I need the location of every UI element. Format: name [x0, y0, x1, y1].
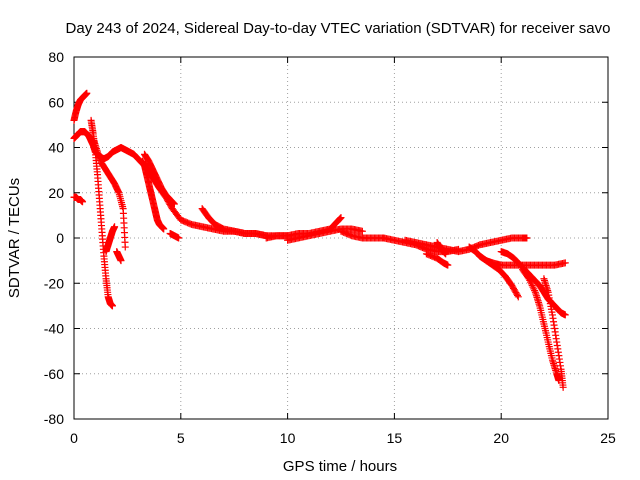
y-tick-label: 80 [48, 49, 64, 65]
series-arc17 [422, 250, 452, 269]
data-point [337, 214, 345, 222]
data-point [559, 383, 567, 391]
data-point [529, 283, 537, 291]
y-tick-label: -40 [44, 321, 64, 337]
data-point [121, 243, 129, 251]
data-point [527, 280, 535, 288]
series-arc13 [284, 225, 366, 244]
series-arc8 [138, 157, 168, 233]
y-tick-label: 0 [56, 230, 64, 246]
y-tick-label: 40 [48, 140, 64, 156]
data-point [513, 291, 521, 299]
data-point [527, 278, 535, 286]
y-tick-label: -60 [44, 366, 64, 382]
data-point [530, 285, 538, 293]
data-point [160, 225, 168, 233]
series-arc7 [89, 134, 129, 251]
data-point [523, 234, 531, 242]
y-axis-ticks: 80 60 40 20 0 -20 -40 -60 -80 [44, 49, 608, 427]
series-arc20 [476, 252, 522, 301]
series-arc23 [540, 275, 567, 391]
series-arc3 [70, 193, 87, 206]
data-point [444, 261, 452, 269]
data-point [83, 89, 91, 97]
data-point [79, 198, 87, 206]
series-arc16 [401, 234, 531, 256]
data-point [108, 302, 116, 310]
series-arc14 [337, 227, 388, 242]
data-point [561, 259, 569, 267]
y-tick-label: -80 [44, 411, 64, 427]
data-point [170, 200, 178, 208]
x-tick-label: 10 [280, 430, 296, 446]
data-points [70, 89, 569, 391]
data-point [528, 282, 536, 290]
data-point [117, 257, 125, 265]
x-tick-label: 15 [387, 430, 403, 446]
series-arc18 [433, 239, 450, 258]
chart-title: Day 243 of 2024, Sidereal Day-to-day VTE… [66, 20, 611, 37]
x-axis-ticks: 0 5 10 15 20 25 [70, 57, 616, 446]
x-tick-label: 20 [493, 430, 509, 446]
data-point [442, 250, 450, 258]
data-point [526, 276, 534, 284]
x-tick-label: 0 [70, 430, 78, 446]
x-tick-label: 5 [177, 430, 185, 446]
series-arc1 [70, 89, 91, 124]
x-axis-title: GPS time / hours [283, 458, 397, 475]
x-tick-label: 25 [600, 430, 616, 446]
y-tick-label: -20 [44, 275, 64, 291]
data-point [525, 275, 533, 283]
data-point [175, 234, 183, 242]
data-point [111, 223, 119, 231]
y-tick-label: 60 [48, 94, 64, 110]
data-point [514, 293, 522, 301]
data-point [561, 311, 569, 319]
series-arc9 [140, 150, 178, 208]
data-point [531, 287, 539, 295]
series-arc6 [113, 248, 125, 265]
y-tick-label: 20 [48, 185, 64, 201]
series-arc4 [87, 116, 116, 310]
series-arc5 [102, 223, 119, 256]
series-arc11 [198, 205, 270, 240]
data-point [358, 227, 366, 235]
series-arc22 [519, 266, 563, 385]
series-arc10 [166, 229, 183, 242]
y-axis-title: SDTVAR / TECUs [6, 178, 23, 298]
